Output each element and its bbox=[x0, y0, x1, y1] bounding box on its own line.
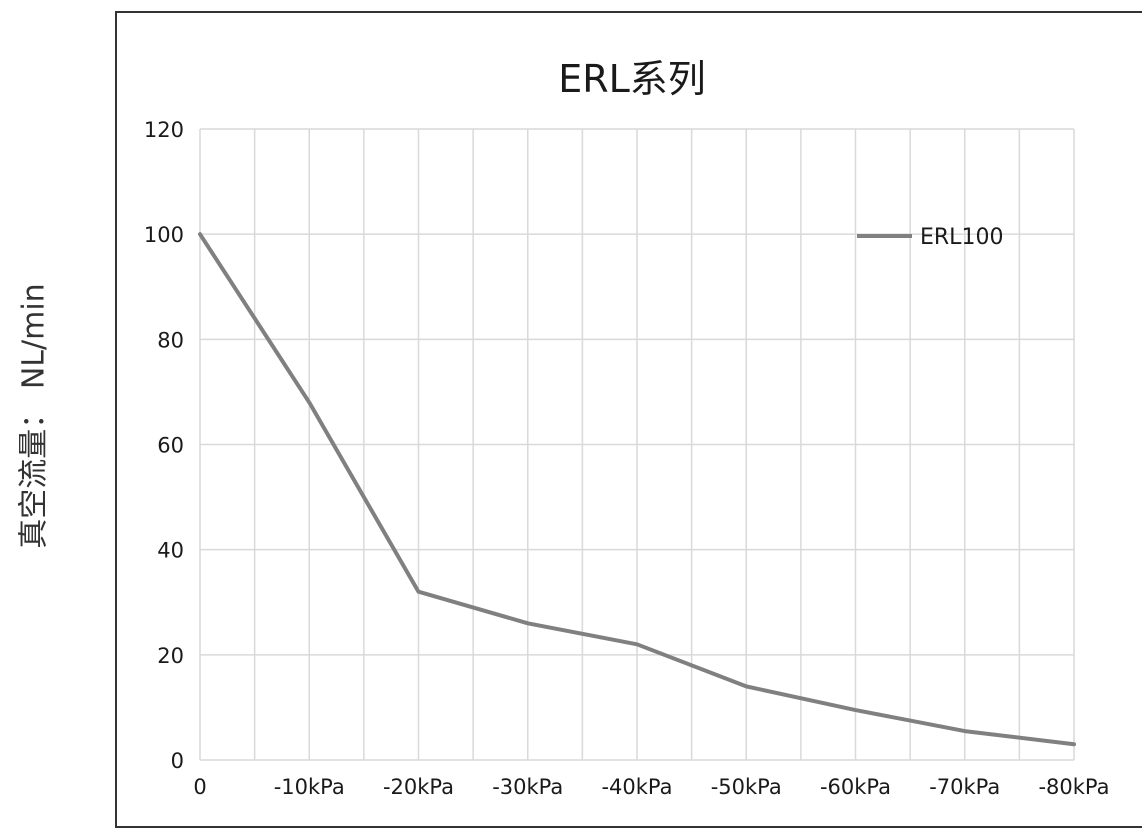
legend-label: ERL100 bbox=[920, 225, 1003, 250]
x-tick-label: -80kPa bbox=[1038, 775, 1109, 799]
y-tick-label: 120 bbox=[144, 118, 184, 142]
y-tick-label: 0 bbox=[171, 749, 184, 773]
y-tick-label: 60 bbox=[157, 434, 184, 458]
series-line-erl100 bbox=[198, 232, 1076, 747]
x-tick-label: -50kPa bbox=[711, 775, 782, 799]
y-tick-label: 20 bbox=[157, 644, 184, 668]
legend: ERL100 bbox=[857, 225, 1003, 250]
axes: 0 20 40 60 80 100 120 0 -10kPa -20kPa -30kPa -40kPa… bbox=[144, 118, 1110, 799]
x-tick-label: -70kPa bbox=[929, 775, 1000, 799]
x-tick-label: -60kPa bbox=[820, 775, 891, 799]
x-tick-label: 0 bbox=[193, 775, 206, 799]
grid bbox=[199, 128, 1075, 761]
x-tick-label: -30kPa bbox=[492, 775, 563, 799]
x-tick-label: -10kPa bbox=[274, 775, 345, 799]
x-tick-label: -20kPa bbox=[383, 775, 454, 799]
x-tick-label: -40kPa bbox=[601, 775, 672, 799]
chart-title: ERL系列 bbox=[558, 57, 706, 101]
y-tick-label: 40 bbox=[157, 539, 184, 563]
y-tick-label: 100 bbox=[144, 223, 184, 247]
chart-frame bbox=[115, 11, 1142, 828]
y-tick-label: 80 bbox=[157, 328, 184, 352]
series-layer bbox=[198, 232, 1076, 747]
